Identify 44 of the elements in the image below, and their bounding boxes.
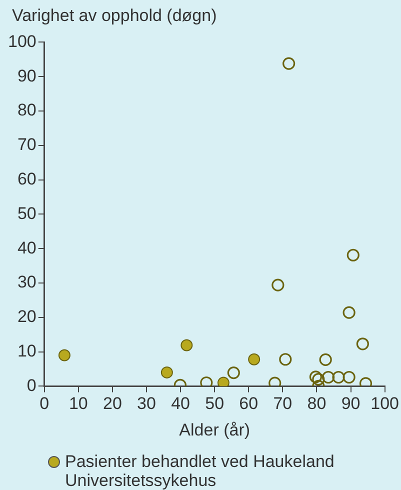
y-tick-label: 70 — [17, 135, 36, 154]
y-tick-label: 100 — [8, 32, 36, 51]
x-tick-label: 10 — [68, 394, 88, 414]
point — [342, 370, 356, 384]
point — [272, 278, 284, 292]
x-tick-label: 0 — [40, 394, 50, 414]
point — [217, 376, 230, 386]
point — [309, 370, 322, 384]
point — [282, 57, 296, 70]
x-tick-label: 40 — [171, 394, 190, 414]
x-tick-label: 90 — [341, 394, 360, 414]
point — [312, 373, 325, 386]
y-axis-title: Varighet av opphold (døgn) — [12, 6, 217, 26]
point — [319, 353, 332, 366]
y-tick-label: 30 — [17, 272, 36, 292]
y-tick-label: 50 — [17, 204, 36, 223]
point — [346, 248, 360, 262]
point — [248, 353, 260, 366]
x-axis-title: Alder (år) — [179, 420, 250, 440]
legend-label: Pasienter behandlet ved Haukeland Universitetssykehus — [65, 452, 335, 490]
point — [342, 306, 356, 319]
point — [279, 353, 292, 366]
x-tick-label: 100 — [370, 394, 400, 414]
point — [322, 370, 335, 384]
x-tick-label: 60 — [239, 394, 258, 414]
point — [332, 370, 345, 384]
point — [227, 366, 240, 380]
y-tick-label: 80 — [17, 100, 36, 120]
y-tick-label: 60 — [17, 169, 36, 188]
x-tick-label: 70 — [273, 394, 292, 414]
point — [356, 338, 369, 350]
point — [200, 376, 213, 386]
x-tick-label: 30 — [137, 394, 156, 414]
y-tick-label: 20 — [17, 307, 36, 326]
x-tick-label: 50 — [205, 394, 224, 414]
point — [160, 366, 173, 378]
y-tick-label: 90 — [17, 66, 36, 86]
y-tick-label: 40 — [17, 238, 36, 258]
point — [180, 339, 193, 352]
x-tick-label: 80 — [307, 394, 326, 414]
x-tick-label: 20 — [102, 394, 122, 414]
y-tick-label: 10 — [17, 341, 36, 360]
y-tick-label: 0 — [26, 376, 36, 395]
point — [58, 349, 70, 362]
